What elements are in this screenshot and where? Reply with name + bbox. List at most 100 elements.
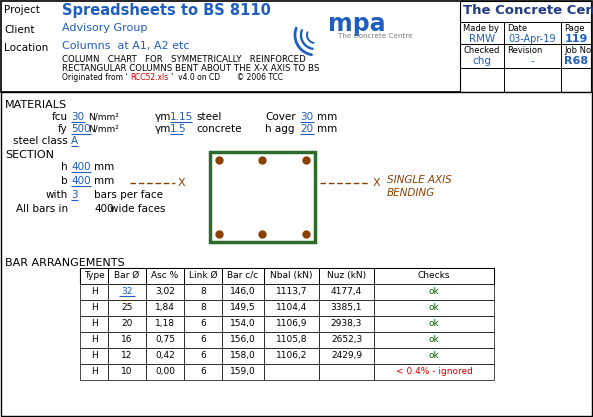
Bar bbox=[146, 348, 184, 364]
Bar bbox=[319, 364, 374, 380]
Bar bbox=[374, 364, 494, 380]
Bar bbox=[264, 268, 319, 284]
Text: ’  v4.0 on CD       © 2006 TCC: ’ v4.0 on CD © 2006 TCC bbox=[171, 73, 283, 82]
Text: 25: 25 bbox=[122, 303, 133, 312]
Text: H: H bbox=[91, 335, 97, 344]
Bar bbox=[108, 268, 146, 284]
Bar bbox=[184, 284, 222, 300]
Bar bbox=[184, 332, 222, 348]
Bar bbox=[146, 284, 184, 300]
Text: 0,75: 0,75 bbox=[155, 335, 175, 344]
Text: 1.15: 1.15 bbox=[170, 112, 193, 122]
Text: Date: Date bbox=[507, 24, 527, 33]
Bar bbox=[184, 348, 222, 364]
Text: ok: ok bbox=[429, 303, 439, 312]
Text: 1105,8: 1105,8 bbox=[276, 335, 307, 344]
Bar bbox=[319, 284, 374, 300]
Bar bbox=[319, 348, 374, 364]
Text: 159,0: 159,0 bbox=[230, 367, 256, 376]
Text: mm: mm bbox=[317, 124, 337, 134]
Text: steel: steel bbox=[196, 112, 221, 122]
Bar bbox=[374, 300, 494, 316]
Text: 20: 20 bbox=[122, 319, 133, 328]
Text: 2652,3: 2652,3 bbox=[331, 335, 362, 344]
Text: 0,00: 0,00 bbox=[155, 367, 175, 376]
Bar bbox=[146, 268, 184, 284]
Text: 20: 20 bbox=[300, 124, 313, 134]
Text: ok: ok bbox=[429, 351, 439, 360]
Text: mm: mm bbox=[317, 112, 337, 122]
Text: < 0.4% - ignored: < 0.4% - ignored bbox=[396, 367, 473, 376]
Bar bbox=[146, 300, 184, 316]
Bar bbox=[222, 348, 264, 364]
Bar bbox=[108, 348, 146, 364]
Bar bbox=[80, 284, 108, 300]
Text: R68: R68 bbox=[564, 56, 588, 66]
Text: 0,42: 0,42 bbox=[155, 351, 175, 360]
Text: Link Ø: Link Ø bbox=[189, 271, 217, 280]
Bar bbox=[264, 364, 319, 380]
Text: SECTION: SECTION bbox=[5, 150, 54, 160]
Bar bbox=[1, 1, 592, 92]
Bar bbox=[374, 332, 494, 348]
Text: 8: 8 bbox=[200, 287, 206, 296]
Text: All bars in: All bars in bbox=[16, 204, 68, 214]
Text: 1,84: 1,84 bbox=[155, 303, 175, 312]
Text: 6: 6 bbox=[200, 367, 206, 376]
Bar bbox=[264, 284, 319, 300]
Text: BENDING: BENDING bbox=[387, 188, 435, 198]
Text: 1104,4: 1104,4 bbox=[276, 303, 307, 312]
Text: -: - bbox=[530, 56, 534, 66]
Text: A: A bbox=[71, 136, 78, 146]
Text: 3385,1: 3385,1 bbox=[331, 303, 362, 312]
Text: Job No: Job No bbox=[564, 46, 591, 55]
Text: COLUMN   CHART   FOR   SYMMETRICALLY   REINFORCED: COLUMN CHART FOR SYMMETRICALLY REINFORCE… bbox=[62, 55, 306, 64]
Bar bbox=[222, 332, 264, 348]
Bar bbox=[319, 300, 374, 316]
Bar bbox=[264, 348, 319, 364]
Text: Columns  at A1, A2 etc: Columns at A1, A2 etc bbox=[62, 41, 190, 51]
Text: 400: 400 bbox=[71, 162, 91, 172]
Text: RCC52.xls: RCC52.xls bbox=[130, 73, 168, 82]
Bar bbox=[374, 284, 494, 300]
Bar bbox=[460, 1, 591, 92]
Text: 03-Apr-19: 03-Apr-19 bbox=[508, 34, 556, 44]
Text: Advisory Group: Advisory Group bbox=[62, 23, 148, 33]
Bar bbox=[108, 364, 146, 380]
Text: Page: Page bbox=[564, 24, 585, 33]
Text: Client: Client bbox=[4, 25, 34, 35]
Text: 6: 6 bbox=[200, 319, 206, 328]
Text: Nuz (kN): Nuz (kN) bbox=[327, 271, 366, 280]
Bar bbox=[146, 316, 184, 332]
Text: The Concrete Centre: The Concrete Centre bbox=[463, 4, 593, 17]
Text: Checks: Checks bbox=[417, 271, 450, 280]
Text: 4177,4: 4177,4 bbox=[331, 287, 362, 296]
Text: 146,0: 146,0 bbox=[230, 287, 256, 296]
Text: with: with bbox=[46, 190, 68, 200]
Text: 8: 8 bbox=[200, 303, 206, 312]
Text: h: h bbox=[61, 162, 68, 172]
Text: ok: ok bbox=[429, 335, 439, 344]
Text: Bar Ø: Bar Ø bbox=[114, 271, 139, 280]
Bar bbox=[374, 348, 494, 364]
Text: 2938,3: 2938,3 bbox=[331, 319, 362, 328]
Text: 158,0: 158,0 bbox=[230, 351, 256, 360]
Text: Spreadsheets to BS 8110: Spreadsheets to BS 8110 bbox=[62, 3, 271, 18]
Bar bbox=[184, 316, 222, 332]
Bar bbox=[184, 268, 222, 284]
Text: 16: 16 bbox=[121, 335, 133, 344]
Text: 1.5: 1.5 bbox=[170, 124, 187, 134]
Text: H: H bbox=[91, 319, 97, 328]
Text: steel class: steel class bbox=[13, 136, 68, 146]
Text: Originated from ‘: Originated from ‘ bbox=[62, 73, 127, 82]
Bar bbox=[222, 316, 264, 332]
Text: 500: 500 bbox=[71, 124, 91, 134]
Text: H: H bbox=[91, 303, 97, 312]
Text: The Concrete Centre: The Concrete Centre bbox=[338, 33, 413, 39]
Text: 1106,9: 1106,9 bbox=[276, 319, 307, 328]
Text: ok: ok bbox=[429, 287, 439, 296]
Bar bbox=[264, 316, 319, 332]
Bar bbox=[374, 316, 494, 332]
Text: Project: Project bbox=[4, 5, 40, 15]
Bar bbox=[319, 268, 374, 284]
